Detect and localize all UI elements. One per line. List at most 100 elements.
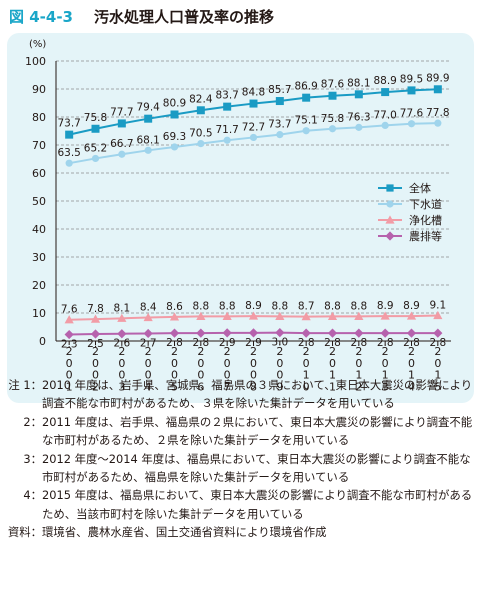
data-label: 2.8 — [298, 337, 315, 349]
marker-circle — [355, 123, 363, 131]
marker-circle — [381, 121, 389, 129]
note-label: 注 1： — [8, 378, 42, 392]
marker-square — [65, 130, 74, 139]
source-note: 資料： 環境省、農林水産省、国土交通省資料により環境省作成 — [6, 523, 478, 541]
data-label: 89.5 — [400, 73, 423, 85]
data-label: 8.9 — [377, 300, 394, 312]
y-tick-label: 70 — [32, 139, 46, 152]
data-label: 88.9 — [373, 75, 396, 87]
note-text: 2010 年度は、岩手県、宮城県、福島県の３県において、東日本大震災の影響により… — [42, 378, 473, 411]
data-label: 75.8 — [321, 113, 344, 125]
marker-square — [302, 93, 311, 102]
data-label: 75.8 — [84, 112, 107, 124]
marker-square — [433, 85, 442, 94]
series-2 — [65, 119, 442, 167]
data-label: 2.6 — [113, 338, 130, 350]
series-3 — [64, 310, 443, 324]
y-tick-label: 50 — [32, 195, 46, 208]
marker-triangle — [169, 312, 180, 321]
marker-diamond — [275, 328, 285, 338]
data-label: 2.8 — [377, 337, 394, 349]
data-label: 85.7 — [268, 84, 291, 96]
chart-panel: 0 10 20 30 40 50 60 70 80 90 100 (%) 2 0 0 1 2 0 0 2 2 0 0 3 2 0 0… — [7, 33, 474, 403]
marker-circle — [328, 125, 337, 133]
marker-circle — [118, 150, 126, 158]
data-label: 8.8 — [192, 300, 209, 312]
y-tick-label: 40 — [32, 223, 46, 236]
note-3: 3： 2012 年度～2014 年度は、福島県において、東日本大震災の影響により… — [6, 450, 478, 487]
marker-square — [275, 97, 284, 106]
marker-circle — [386, 200, 394, 208]
data-label: 8.8 — [324, 300, 341, 312]
data-label: 2.3 — [61, 339, 78, 351]
note-text: 2011 年度は、岩手県、福島県の２県において、東日本大震災の影響により調査不能… — [42, 414, 473, 448]
y-tick-label: 60 — [32, 167, 46, 180]
data-label: 2.9 — [245, 337, 262, 349]
marker-circle — [223, 136, 231, 144]
note-label: 2： — [23, 414, 42, 429]
marker-diamond — [169, 328, 180, 338]
note-2: 2： 2011 年度は、岩手県、福島県の２県において、東日本大震災の影響により調… — [6, 413, 478, 450]
data-label: 86.9 — [294, 81, 317, 93]
data-label: 88.1 — [347, 77, 370, 89]
legend-item: 全体 — [378, 181, 431, 195]
marker-triangle — [380, 311, 390, 320]
y-tick-label: 100 — [25, 55, 46, 68]
legend-item: 下水道 — [378, 197, 442, 211]
marker-triangle — [248, 311, 259, 320]
legend-label: 下水道 — [409, 197, 442, 211]
marker-square — [196, 106, 205, 115]
marker-circle — [197, 140, 205, 148]
marker-circle — [276, 131, 284, 139]
y-tick-label: 80 — [32, 111, 46, 124]
data-label: 83.7 — [215, 90, 238, 102]
marker-diamond — [406, 328, 417, 338]
y-tick-label: 10 — [32, 307, 46, 320]
figure-number: 図 4-4-3 — [9, 8, 73, 26]
marker-diamond — [117, 329, 127, 339]
note-text: 2015 年度は、福島県において、東日本大震災の影響により調査不能な市町村がある… — [42, 488, 473, 521]
marker-diamond — [90, 329, 101, 339]
data-label: 73.7 — [268, 119, 291, 131]
data-label: 7.6 — [61, 304, 78, 316]
note-4: 4： 2015 年度は、福島県において、東日本大震災の影響により調査不能な市町村… — [6, 486, 478, 523]
y-tick-label: 90 — [32, 83, 46, 96]
data-label: 2.8 — [192, 337, 209, 349]
marker-diamond — [380, 328, 390, 338]
marker-diamond — [248, 328, 259, 338]
marker-circle — [434, 119, 442, 127]
marker-triangle — [433, 310, 443, 320]
source-label: 資料： — [7, 525, 42, 540]
marker-square — [407, 86, 416, 95]
figure-title: 汚水処理人口普及率の推移 — [94, 8, 275, 26]
note-label: 3： — [23, 451, 42, 466]
note-1: 注 1： 2010 年度は、岩手県、宮城県、福島県の３県において、東日本大震災の… — [6, 376, 478, 413]
data-label: 2.8 — [429, 337, 446, 349]
data-label: 8.9 — [403, 300, 420, 312]
marker-square — [91, 124, 100, 133]
data-label: 84.8 — [242, 87, 265, 99]
marker-square — [381, 88, 390, 97]
figure-header: 図 4-4-3 汚水処理人口普及率の推移 — [0, 0, 481, 32]
data-label: 8.9 — [245, 300, 262, 312]
legend-label: 農排等 — [409, 229, 442, 243]
data-label: 77.6 — [400, 108, 424, 120]
marker-diamond — [196, 328, 206, 338]
y-tick-label: 20 — [32, 279, 46, 292]
marker-diamond — [354, 328, 364, 338]
gridlines — [56, 60, 451, 314]
y-axis-unit: (%) — [29, 39, 46, 50]
marker-circle — [91, 154, 100, 163]
series-1 — [65, 85, 442, 139]
series-4 — [64, 328, 443, 340]
legend-label: 全体 — [409, 181, 431, 195]
marker-square — [144, 114, 153, 123]
data-label: 2.7 — [140, 337, 157, 349]
